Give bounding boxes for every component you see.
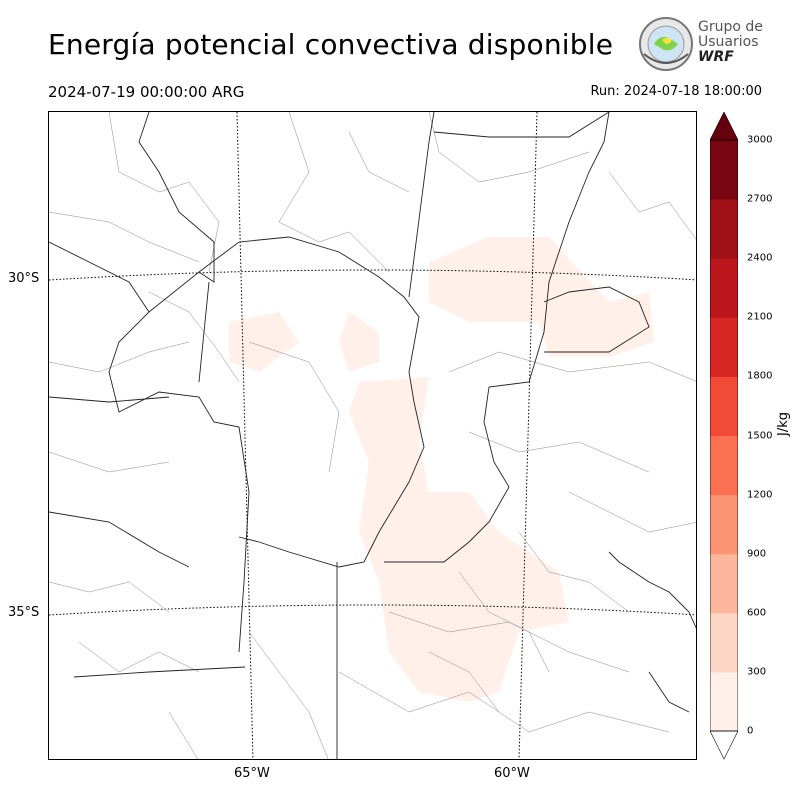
map-panel[interactable]: 30°S 35°S: [48, 111, 697, 760]
colorbar-under-triangle: [710, 730, 738, 760]
colorbar-frame: [710, 139, 738, 732]
graticule: [49, 112, 696, 759]
logo-text-line3: WRF: [698, 49, 734, 65]
colorbar-tick-label: 3000: [747, 134, 773, 146]
cape-shading: [229, 237, 654, 702]
colorbar-segment-6: [710, 317, 738, 377]
colorbar-tick-label: 600: [747, 607, 767, 619]
colorbar-tick-label: 2100: [747, 311, 773, 323]
logo-text-line1: Grupo de: [698, 19, 763, 35]
page-title: Energía potencial convectiva disponible: [48, 28, 614, 61]
colorbar-tick-label: 1800: [747, 370, 773, 382]
colorbar-tick-label: 300: [747, 666, 767, 678]
colorbar-tick-label: 1500: [747, 430, 773, 441]
colorbar-segment-2: [710, 553, 738, 614]
run-time: Run: 2024-07-18 18:00:00: [590, 84, 762, 99]
colorbar-segment-9: [710, 140, 738, 200]
lat-label-35s-outer: 35°S: [8, 605, 40, 620]
map-canvas: [49, 112, 696, 759]
colorbar-segment-1: [710, 612, 738, 673]
colorbar: [710, 112, 738, 760]
colorbar-segment-3: [710, 494, 738, 555]
colorbar-tick-label: 2400: [747, 252, 773, 264]
logo-emblem-icon: [639, 17, 693, 71]
colorbar-unit: J/kg: [776, 412, 791, 436]
department-boundaries: [49, 112, 696, 759]
colorbar-tick-label: 0: [747, 725, 754, 737]
colorbar-segment-0: [710, 671, 738, 732]
colorbar-segment-7: [710, 258, 738, 318]
lon-label-65w: 65°W: [234, 766, 270, 781]
colorbar-segment-4: [710, 435, 738, 496]
colorbar-tick-label: 2700: [747, 193, 773, 205]
colorbar-segment-8: [710, 199, 738, 259]
colorbar-segment-5: [710, 376, 738, 436]
colorbar-tick-label: 1200: [747, 489, 773, 501]
lon-label-60w: 60°W: [494, 766, 530, 781]
province-boundaries: [49, 112, 696, 759]
colorbar-over-triangle: [710, 112, 738, 141]
colorbar-tick-label: 900: [747, 548, 767, 560]
lat-label-30s-outer: 30°S: [8, 271, 40, 286]
valid-time: 2024-07-19 00:00:00 ARG: [48, 83, 245, 101]
wrf-group-logo: Grupo de Usuarios WRF: [636, 14, 766, 74]
logo-text-line2: Usuarios: [698, 34, 759, 50]
